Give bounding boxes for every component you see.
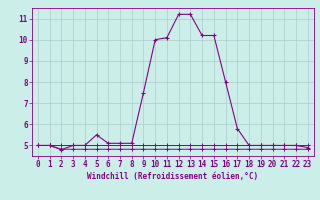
X-axis label: Windchill (Refroidissement éolien,°C): Windchill (Refroidissement éolien,°C) xyxy=(87,172,258,181)
